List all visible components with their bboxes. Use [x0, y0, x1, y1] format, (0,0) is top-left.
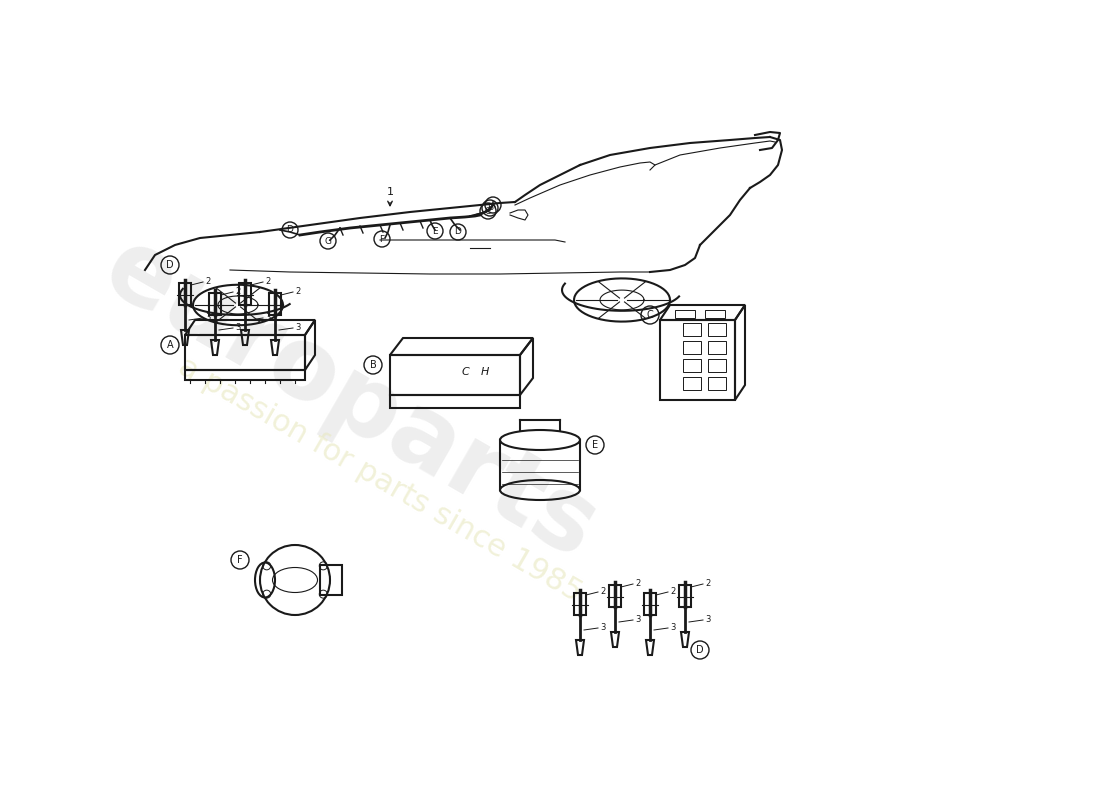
Bar [270, 293, 280, 315]
Text: B: B [487, 203, 493, 213]
Text: D: D [696, 645, 704, 655]
Text: C: C [647, 310, 653, 320]
Text: 3: 3 [265, 314, 271, 322]
Text: A: A [167, 340, 174, 350]
Text: E: E [432, 226, 438, 235]
Text: 2: 2 [295, 287, 300, 297]
Text: 2: 2 [635, 579, 640, 589]
Text: europarts: europarts [87, 220, 614, 580]
Bar [705, 310, 725, 318]
Text: 3: 3 [600, 623, 605, 633]
Bar [708, 323, 726, 336]
Text: H: H [481, 367, 490, 377]
Text: 3: 3 [670, 623, 675, 633]
Text: A: A [490, 201, 496, 210]
Bar [708, 341, 726, 354]
Bar [179, 283, 191, 305]
Text: a passion for parts since 1985: a passion for parts since 1985 [173, 352, 587, 608]
Text: G: G [324, 237, 331, 246]
Text: 3: 3 [705, 615, 711, 625]
Bar [609, 585, 622, 607]
Bar [675, 310, 695, 318]
Bar [683, 377, 701, 390]
Text: F: F [379, 234, 385, 243]
Text: D: D [166, 260, 174, 270]
Bar [209, 293, 221, 315]
Text: 3: 3 [635, 615, 640, 625]
Bar [708, 359, 726, 372]
Text: 1: 1 [386, 187, 394, 206]
Bar [683, 359, 701, 372]
Bar [574, 593, 586, 615]
Text: D: D [454, 227, 461, 237]
Text: 2: 2 [705, 579, 711, 589]
Text: 3: 3 [295, 323, 300, 333]
Text: E: E [592, 440, 598, 450]
Bar [708, 377, 726, 390]
Text: 3: 3 [235, 323, 241, 333]
Text: C: C [485, 206, 491, 215]
Text: 2: 2 [205, 278, 210, 286]
Bar [644, 593, 656, 615]
Text: 2: 2 [265, 278, 271, 286]
Bar [683, 341, 701, 354]
Text: B: B [370, 360, 376, 370]
Text: 2: 2 [600, 587, 605, 597]
Bar [683, 323, 701, 336]
Text: D: D [287, 226, 294, 234]
Text: F: F [238, 555, 243, 565]
Text: 2: 2 [235, 287, 240, 297]
Text: 2: 2 [670, 587, 675, 597]
Bar [320, 565, 342, 595]
Text: C: C [461, 367, 469, 377]
Text: 3: 3 [205, 314, 210, 322]
Bar [239, 283, 251, 305]
Bar [679, 585, 691, 607]
